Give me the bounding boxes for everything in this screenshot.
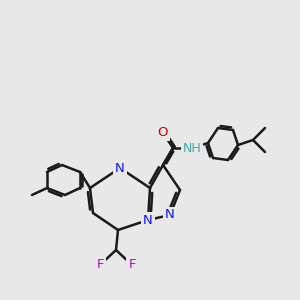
Text: N: N (143, 214, 153, 226)
Text: F: F (128, 259, 136, 272)
Text: O: O (158, 127, 168, 140)
Text: N: N (115, 161, 125, 175)
Text: NH: NH (183, 142, 201, 154)
Text: N: N (165, 208, 175, 221)
Text: F: F (96, 259, 104, 272)
